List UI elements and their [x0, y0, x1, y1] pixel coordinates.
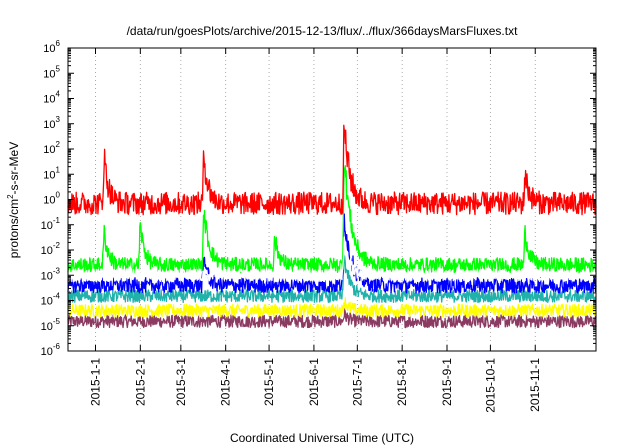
y-tick-label: 101 [43, 165, 60, 181]
y-tick-base: 10 [43, 68, 55, 80]
y-tick-base: 10 [43, 94, 55, 106]
y-tick-base: 10 [43, 43, 55, 55]
y-tick-base: 10 [43, 195, 55, 207]
x-axis-label: Coordinated Universal Time (UTC) [230, 431, 414, 445]
y-axis-label-superscript: 2 [6, 194, 15, 199]
series-line-6 [67, 124, 597, 216]
x-tick-label: 2015-10-1 [483, 358, 497, 413]
x-tick-label: 2015-11-1 [528, 358, 542, 412]
y-tick-label: 106 [43, 39, 60, 55]
x-tick-label: 2015-2-1 [133, 358, 147, 406]
y-tick-label: 10-2 [41, 241, 61, 257]
y-tick-exponent: -1 [53, 216, 61, 225]
y-tick-exponent: 2 [56, 140, 61, 149]
chart-title: /data/run/goesPlots/archive/2015-12-13/f… [127, 24, 519, 38]
x-axis: 2015-1-1 2015-2-1 2015-3-1 2015-4-1 2015-5-1… [88, 48, 542, 413]
y-tick-label: 104 [43, 90, 60, 106]
series-line-3 [67, 213, 597, 294]
y-tick-label: 103 [43, 115, 60, 131]
y-tick-base: 10 [43, 169, 55, 181]
series-line-5 [67, 236, 597, 283]
y-tick-base: 10 [41, 245, 53, 257]
y-tick-base: 10 [43, 144, 55, 156]
y-tick-base: 10 [41, 220, 53, 232]
y-tick-base: 10 [41, 346, 53, 358]
y-tick-base: 10 [43, 119, 55, 131]
y-tick-exponent: 4 [56, 90, 61, 99]
y-tick-exponent: -3 [53, 266, 61, 275]
y-tick-base: 10 [41, 270, 53, 282]
y-tick-base: 10 [41, 296, 53, 308]
y-tick-exponent: 0 [56, 191, 61, 200]
x-tick-label: 2015-3-1 [174, 358, 188, 406]
series-group [67, 124, 597, 329]
y-axis: 10-610-510-410-310-210-11001011021031041… [41, 39, 596, 358]
series-line-1 [67, 296, 597, 318]
x-tick-label: 2015-1-1 [88, 358, 102, 406]
y-tick-exponent: -2 [53, 241, 61, 250]
series-line-4 [67, 164, 597, 274]
y-tick-exponent: 3 [56, 115, 61, 124]
x-tick-label: 2015-5-1 [262, 358, 276, 406]
y-tick-label: 10-5 [41, 317, 61, 333]
x-tick-label: 2015-9-1 [440, 358, 454, 406]
y-tick-exponent: 6 [56, 39, 61, 48]
y-tick-label: 100 [43, 191, 60, 207]
y-axis-label-unit: -s-sr-MeV [7, 142, 21, 195]
y-tick-exponent: 5 [56, 64, 61, 73]
y-tick-label: 10-4 [41, 292, 61, 308]
series-line-0 [67, 308, 597, 329]
y-tick-label: 10-6 [41, 342, 61, 358]
x-tick-label: 2015-7-1 [350, 358, 364, 406]
y-tick-label: 10-1 [41, 216, 61, 232]
x-tick-label: 2015-4-1 [219, 358, 233, 406]
y-tick-exponent: 1 [56, 165, 61, 174]
x-tick-label: 2015-8-1 [395, 358, 409, 406]
y-tick-base: 10 [41, 321, 53, 333]
y-tick-exponent: -4 [53, 292, 61, 301]
y-tick-label: 105 [43, 64, 60, 80]
y-tick-label: 10-3 [41, 266, 61, 282]
y-tick-exponent: -6 [53, 342, 61, 351]
y-axis-label: protons/cm2-s-sr-MeV [6, 142, 21, 258]
y-tick-exponent: -5 [53, 317, 61, 326]
y-axis-label-text: protons/cm [7, 199, 21, 258]
x-tick-label: 2015-6-1 [307, 358, 321, 406]
y-tick-label: 102 [43, 140, 60, 156]
